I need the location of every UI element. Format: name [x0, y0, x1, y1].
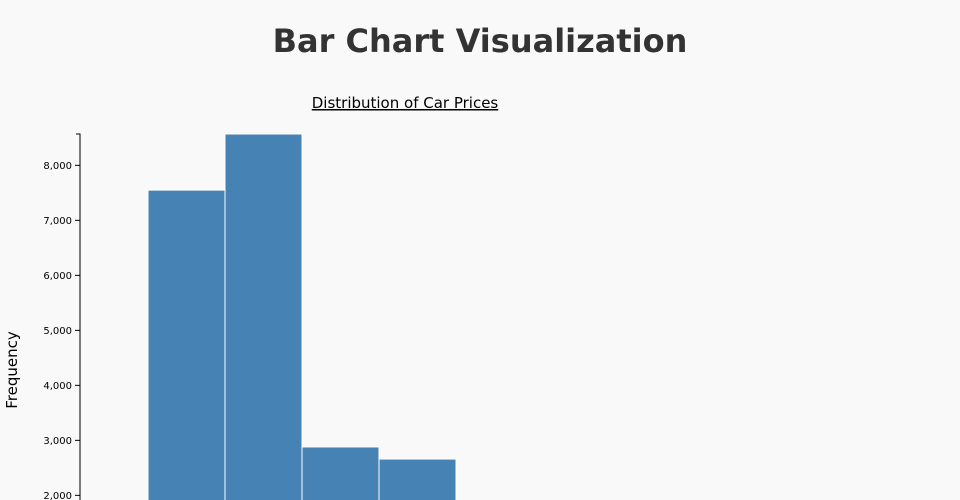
y-tick-label: 5,000 [43, 326, 72, 337]
y-tick-label: 7,000 [43, 216, 72, 227]
chart-title: Distribution of Car Prices [312, 94, 499, 112]
bar [378, 458, 457, 500]
bars [147, 133, 457, 500]
page-title: Bar Chart Visualization [272, 22, 688, 60]
y-tick-label: 6,000 [43, 271, 72, 282]
y-axis-label: Frequency [3, 331, 21, 409]
y-axis: 2,000 3,000 4,000 5,000 6,000 7,000 8,000 [43, 133, 81, 500]
y-tick-label: 4,000 [43, 381, 72, 392]
y-tick-label: 8,000 [43, 161, 72, 172]
bar [147, 189, 226, 500]
y-axis-line [76, 133, 81, 500]
bar [301, 446, 380, 500]
y-tick-label: 3,000 [43, 436, 72, 447]
y-tick-label: 2,000 [43, 491, 72, 500]
bar [224, 133, 303, 500]
